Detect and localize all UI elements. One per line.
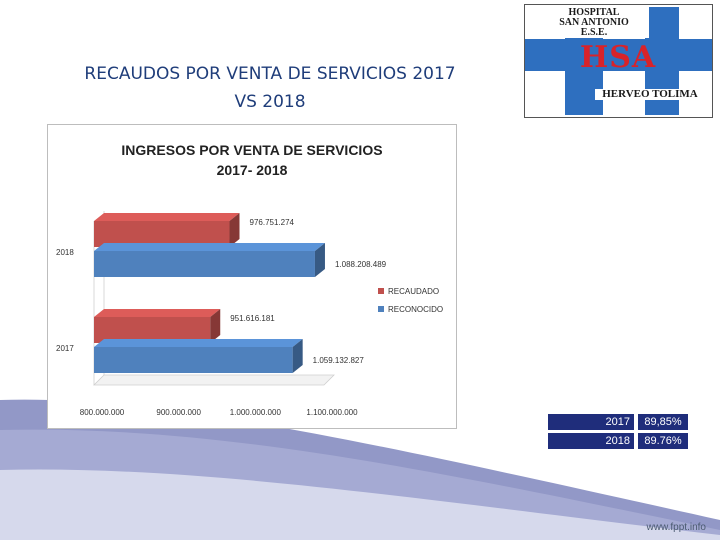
bar: [94, 221, 230, 247]
x-tick-label: 1.000.000.000: [230, 408, 282, 417]
bar: [94, 347, 293, 373]
y-tick-label: 2017: [56, 344, 74, 353]
logo-abbreviation: HSA: [579, 40, 657, 75]
data-label: 1.088.208.489: [335, 260, 387, 269]
slide-title-line2: VS 2018: [234, 92, 306, 112]
x-tick-label: 800.000.000: [80, 408, 125, 417]
bar: [94, 251, 315, 277]
bar-side-face: [292, 339, 303, 373]
bar: [94, 317, 211, 343]
chart-title-line2: 2017- 2018: [217, 162, 288, 178]
logo-bottom-text: HERVEO TOLIMA: [595, 89, 705, 100]
chart-floor: [93, 374, 335, 386]
table-year: 2017: [548, 414, 634, 430]
y-tick-label: 2018: [56, 248, 74, 257]
table-percent: 89.76%: [638, 433, 688, 449]
bar-side-face: [314, 243, 325, 277]
table-percent: 89,85%: [638, 414, 688, 430]
data-label: 976.751.274: [250, 218, 295, 227]
bar-top-face: [94, 243, 325, 251]
slide-title: RECAUDOS POR VENTA DE SERVICIOS 2017 VS …: [40, 60, 500, 116]
bar-top-face: [94, 339, 303, 347]
logo-line1: HOSPITAL: [539, 7, 649, 18]
data-label: 951.616.181: [230, 314, 275, 323]
legend-swatch: [378, 288, 384, 294]
bar-top-face: [94, 309, 221, 317]
x-tick-label: 1.100.000.000: [306, 408, 358, 417]
table-year: 2018: [548, 433, 634, 449]
bar-top-face: [94, 213, 240, 221]
chart-frame: INGRESOS POR VENTA DE SERVICIOS 2017- 20…: [47, 124, 457, 429]
legend-label: RECONOCIDO: [388, 305, 443, 314]
footer-url: www.fppt.info: [646, 522, 706, 533]
x-tick-label: 900.000.000: [156, 408, 201, 417]
legend-swatch: [378, 306, 384, 312]
bar-side-face: [210, 309, 221, 343]
swoosh-light: [0, 469, 720, 540]
data-label: 1.059.132.827: [313, 356, 365, 365]
logo-line2: SAN ANTONIO: [539, 17, 649, 28]
bar-side-face: [229, 213, 240, 247]
logo-line3: E.S.E.: [539, 27, 649, 38]
plot-area: 800.000.000 900.000.000 1.000.000.000 1.100…: [56, 211, 443, 417]
chart-title-line1: INGRESOS POR VENTA DE SERVICIOS: [121, 142, 382, 158]
slide-title-line1: RECAUDOS POR VENTA DE SERVICIOS 2017: [84, 64, 456, 84]
legend-label: RECAUDADO: [388, 287, 439, 296]
hospital-logo: HOSPITAL SAN ANTONIO E.S.E. HSA HERVEO T…: [524, 4, 713, 118]
chart: INGRESOS POR VENTA DE SERVICIOS 2017- 20…: [56, 142, 443, 417]
